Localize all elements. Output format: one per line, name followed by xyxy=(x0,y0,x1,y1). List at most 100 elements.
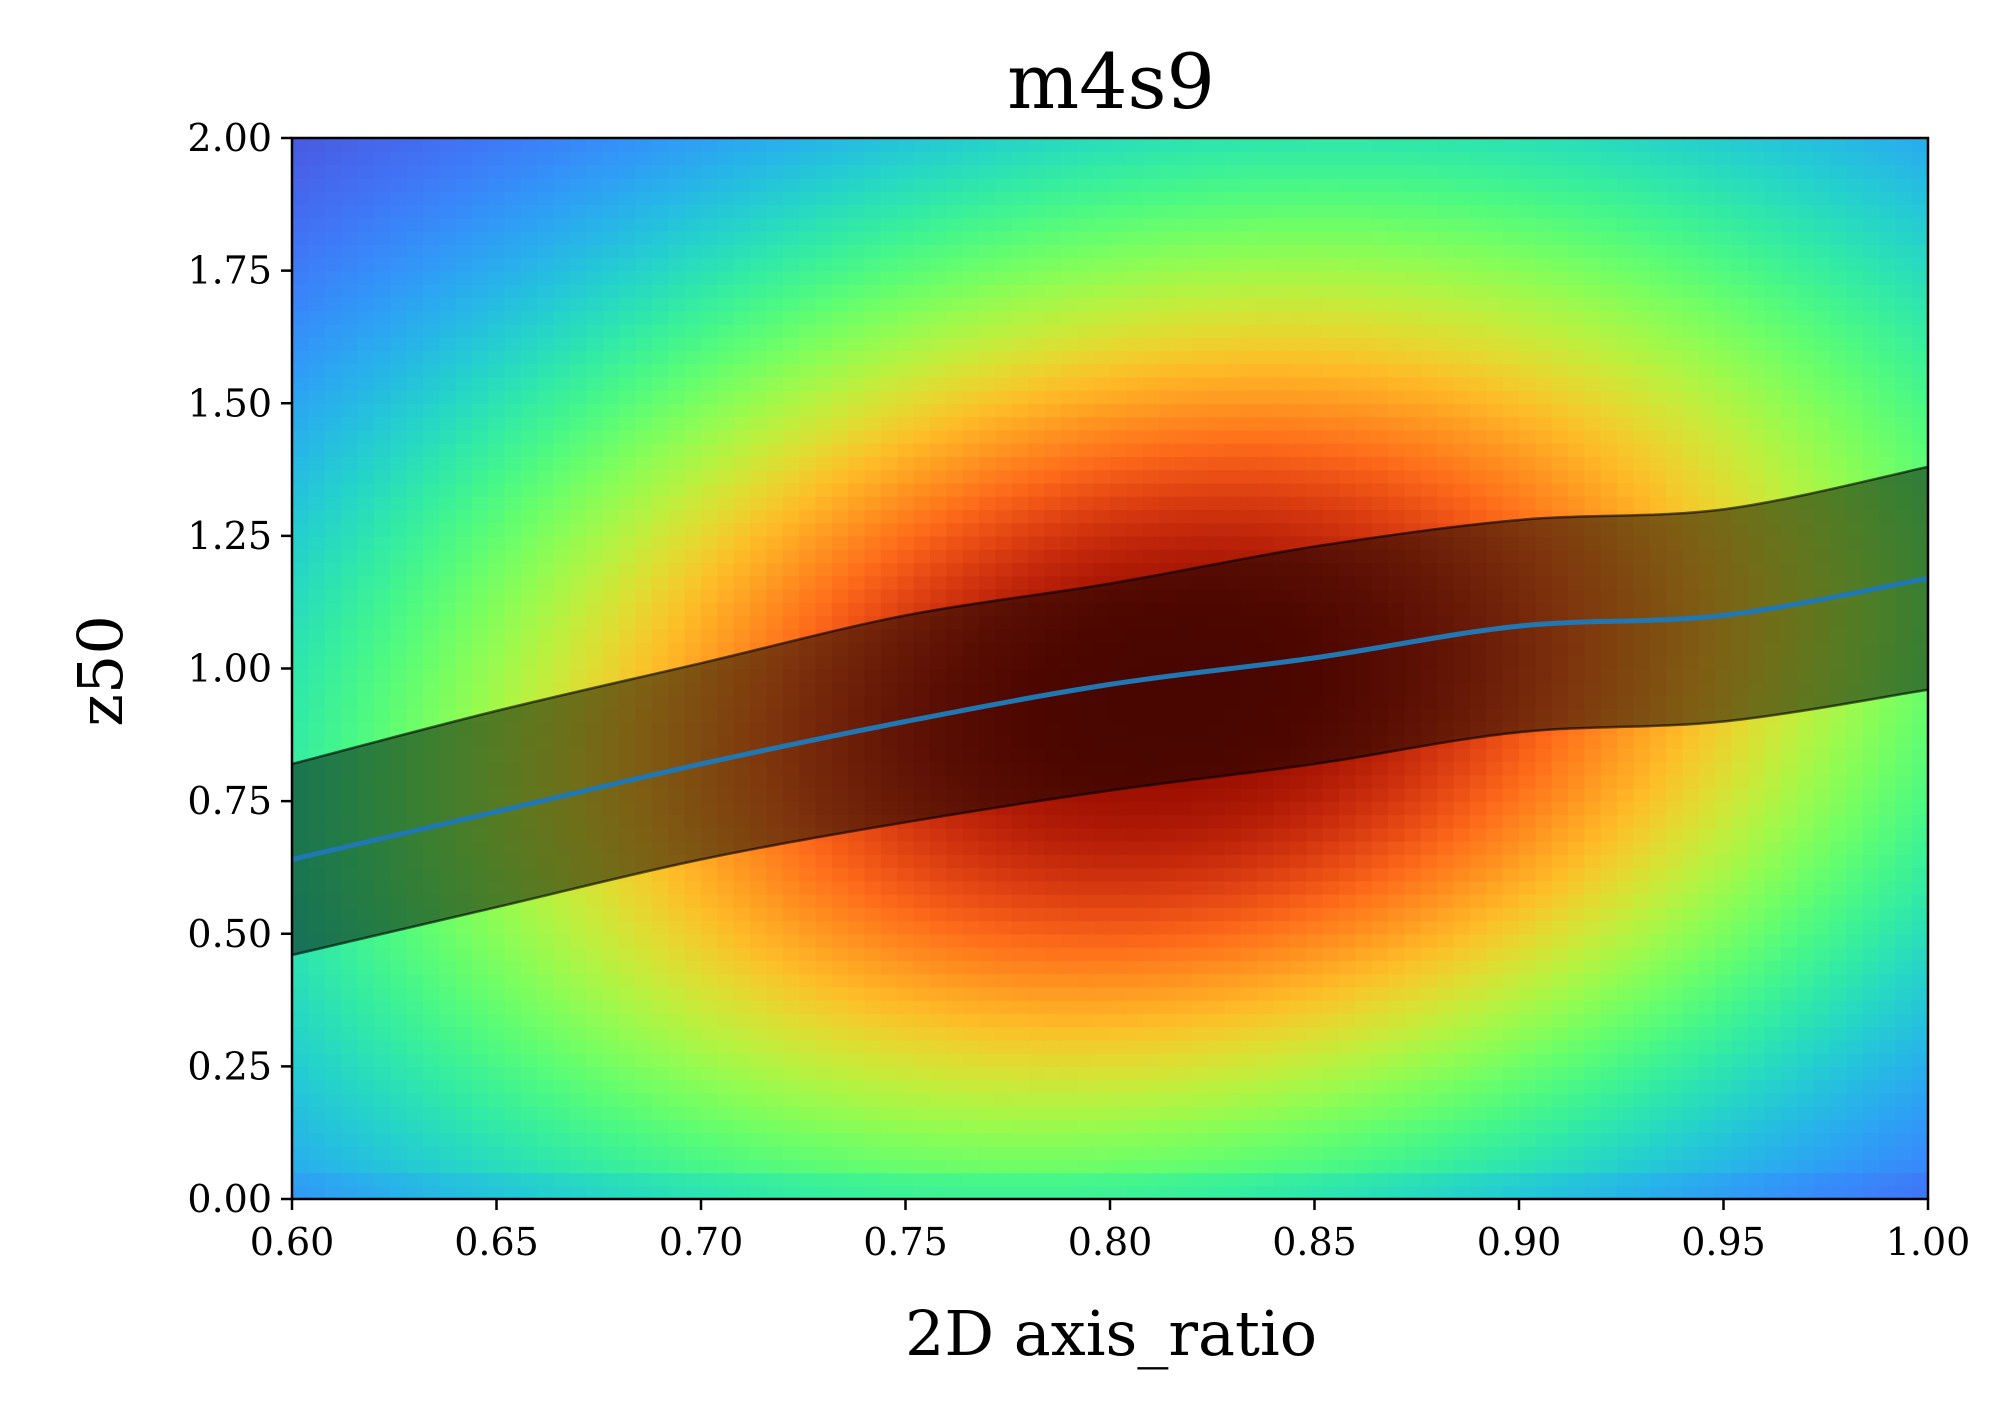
heatmap-cell xyxy=(1175,1066,1193,1081)
heatmap-cell xyxy=(471,336,490,351)
heatmap-cell xyxy=(1175,456,1193,471)
heatmap-cell xyxy=(488,429,506,444)
heatmap-cell xyxy=(390,1013,408,1028)
heatmap-cell xyxy=(324,177,342,192)
heatmap-cell xyxy=(455,1132,473,1147)
heatmap-cell xyxy=(422,310,440,325)
heatmap-cell xyxy=(897,363,915,378)
heatmap-cell xyxy=(717,1119,735,1134)
heatmap-cell xyxy=(619,1013,637,1028)
heatmap-cell xyxy=(292,509,310,524)
heatmap-cell xyxy=(1224,443,1242,457)
heatmap-cell xyxy=(341,681,359,696)
heatmap-cell xyxy=(1028,827,1046,842)
heatmap-cell xyxy=(1044,443,1062,457)
heatmap-cell xyxy=(766,1145,784,1160)
heatmap-cell xyxy=(717,257,735,272)
heatmap-cell xyxy=(1191,960,1209,975)
heatmap-cell xyxy=(930,1000,948,1015)
heatmap-cell xyxy=(1240,1092,1258,1107)
heatmap-cell xyxy=(1093,562,1111,577)
heatmap-cell xyxy=(488,1079,506,1094)
heatmap-cell xyxy=(537,416,555,431)
heatmap-cell xyxy=(602,880,620,895)
heatmap-cell xyxy=(815,933,833,948)
heatmap-cell xyxy=(488,509,506,524)
heatmap-cell xyxy=(1126,363,1144,378)
heatmap-cell xyxy=(570,310,588,325)
heatmap-cell xyxy=(586,482,604,497)
heatmap-cell xyxy=(341,628,359,643)
heatmap-cell xyxy=(619,164,637,179)
heatmap-cell xyxy=(422,151,440,166)
heatmap-cell xyxy=(1110,1066,1128,1081)
heatmap-cell xyxy=(733,615,751,630)
heatmap-cell xyxy=(1028,217,1046,232)
heatmap-cell xyxy=(913,429,931,444)
heatmap-cell xyxy=(324,973,342,988)
heatmap-cell xyxy=(521,297,539,312)
heatmap-cell xyxy=(946,535,964,550)
heatmap-cell xyxy=(439,1066,457,1081)
heatmap-cell xyxy=(995,1066,1013,1081)
heatmap-cell xyxy=(341,230,359,245)
heatmap-cell xyxy=(521,151,539,166)
heatmap-cell xyxy=(1044,244,1062,259)
heatmap-cell xyxy=(1110,1106,1128,1121)
heatmap-cell xyxy=(831,270,849,285)
heatmap-cell xyxy=(324,230,342,245)
heatmap-cell xyxy=(782,310,800,325)
heatmap-cell xyxy=(1208,1066,1226,1081)
heatmap-cell xyxy=(1093,867,1111,882)
heatmap-cell xyxy=(1191,482,1209,497)
heatmap-cell xyxy=(1240,416,1258,431)
heatmap-cell xyxy=(1159,1092,1177,1107)
heatmap-cell xyxy=(1028,323,1046,338)
heatmap-cell xyxy=(1110,522,1128,537)
heatmap-cell xyxy=(913,230,931,245)
heatmap-cell xyxy=(390,270,408,285)
heatmap-cell xyxy=(733,403,751,418)
heatmap-cell xyxy=(553,628,571,643)
heatmap-cell xyxy=(831,880,849,895)
heatmap-cell xyxy=(619,641,637,656)
heatmap-cell xyxy=(1175,1092,1193,1107)
heatmap-cell xyxy=(880,549,899,564)
heatmap-cell xyxy=(1011,191,1029,206)
heatmap-cell xyxy=(324,668,342,683)
heatmap-cell xyxy=(946,230,964,245)
heatmap-cell xyxy=(946,960,964,975)
heatmap-cell xyxy=(1273,535,1291,550)
heatmap-cell xyxy=(1044,1079,1062,1094)
heatmap-cell xyxy=(1257,257,1275,272)
heatmap-cell xyxy=(324,376,342,391)
heatmap-cell xyxy=(782,933,800,948)
heatmap-cell xyxy=(880,1013,899,1028)
heatmap-cell xyxy=(815,230,833,245)
heatmap-cell xyxy=(537,681,555,696)
heatmap-cell xyxy=(1257,907,1275,922)
heatmap-cell xyxy=(946,389,964,404)
heatmap-cell xyxy=(1077,336,1095,351)
heatmap-cell xyxy=(324,628,342,643)
heatmap-cell xyxy=(995,283,1013,298)
heatmap-cell xyxy=(1028,416,1046,431)
heatmap-cell xyxy=(521,549,539,564)
heatmap-cell xyxy=(815,469,833,484)
heatmap-cell xyxy=(504,562,522,577)
heatmap-cell xyxy=(930,389,948,404)
heatmap-cell xyxy=(1110,376,1128,391)
heatmap-cell xyxy=(799,416,817,431)
heatmap-cell xyxy=(1273,1132,1291,1147)
heatmap-cell xyxy=(292,443,310,457)
heatmap-cell xyxy=(831,522,849,537)
heatmap-cell xyxy=(717,429,735,444)
heatmap-cell xyxy=(831,549,849,564)
heatmap-cell xyxy=(1208,827,1226,842)
heatmap-cell xyxy=(684,403,702,418)
heatmap-cell xyxy=(880,575,899,590)
heatmap-cell xyxy=(1142,270,1160,285)
heatmap-cell xyxy=(1289,920,1308,935)
heatmap-cell xyxy=(1093,1079,1111,1094)
heatmap-cell xyxy=(668,244,686,259)
